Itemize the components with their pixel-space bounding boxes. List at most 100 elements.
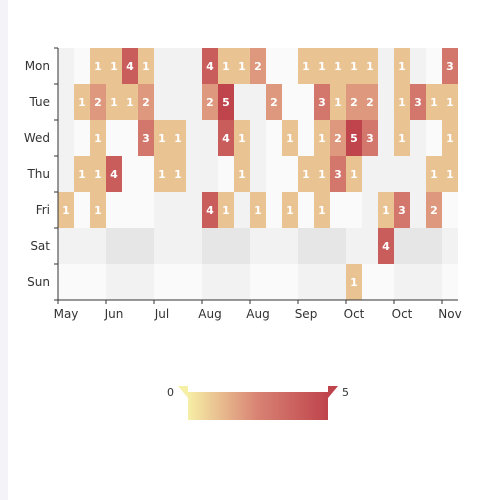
cell-value-label: 4 — [110, 168, 118, 181]
cell-value-label: 1 — [110, 96, 118, 109]
cell-value-label: 1 — [318, 168, 326, 181]
calendar-day-bg — [106, 228, 122, 264]
calendar-day-bg — [298, 228, 314, 264]
calendar-day-bg — [106, 120, 122, 156]
calendar-day-bg — [266, 192, 282, 228]
heatmap-cell — [362, 84, 378, 120]
cell-value-label: 2 — [334, 132, 342, 145]
calendar-day-bg — [234, 192, 250, 228]
calendar-day-bg — [442, 264, 458, 300]
calendar-day-bg — [314, 264, 330, 300]
calendar-day-bg — [122, 192, 138, 228]
calendar-day-bg — [442, 228, 458, 264]
calendar-day-bg — [362, 264, 378, 300]
heatmap-cell — [394, 120, 410, 156]
month-label: Nov — [438, 307, 461, 321]
heatmap-cell — [218, 120, 234, 156]
visual-map-max-handle-icon[interactable] — [328, 386, 338, 398]
cell-value-label: 2 — [142, 96, 150, 109]
cell-value-label: 1 — [254, 204, 262, 217]
calendar-day-bg — [186, 48, 202, 84]
cell-value-label: 2 — [254, 60, 262, 73]
heatmap-cell — [154, 156, 170, 192]
calendar-day-bg — [362, 156, 378, 192]
heatmap-cell — [202, 192, 218, 228]
heatmap-cell — [90, 48, 106, 84]
day-label: Mon — [25, 59, 50, 73]
calendar-day-bg — [202, 120, 218, 156]
heatmap-cell — [234, 48, 250, 84]
heatmap-cell — [378, 228, 394, 264]
calendar-day-bg — [138, 264, 154, 300]
heatmap-cell — [250, 48, 266, 84]
heatmap-cell — [314, 48, 330, 84]
cell-value-label: 1 — [110, 60, 118, 73]
calendar-day-bg — [218, 264, 234, 300]
day-label: Wed — [24, 131, 50, 145]
heatmap-cell — [330, 84, 346, 120]
calendar-day-bg — [90, 264, 106, 300]
cell-value-label: 1 — [62, 204, 70, 217]
cell-value-label: 1 — [238, 168, 246, 181]
calendar-day-bg — [442, 192, 458, 228]
heatmap-cell — [202, 84, 218, 120]
calendar-day-bg — [410, 156, 426, 192]
heatmap-cell — [362, 120, 378, 156]
visual-map-min-handle-icon[interactable] — [178, 386, 188, 398]
cell-value-label: 1 — [318, 60, 326, 73]
cell-value-label: 1 — [398, 60, 406, 73]
cell-value-label: 1 — [222, 60, 230, 73]
month-label: Oct — [392, 307, 413, 321]
cell-value-label: 1 — [126, 96, 134, 109]
calendar-day-bg — [410, 228, 426, 264]
calendar-day-bg — [250, 120, 266, 156]
heatmap-cell — [426, 192, 442, 228]
heatmap-cell — [74, 156, 90, 192]
heatmap-cell — [90, 120, 106, 156]
cell-value-label: 1 — [350, 168, 358, 181]
calendar-heatmap: 1 1 4 1 4 1 1 2 1 1 1 1 1 1 31 2 1 1 2 2 5 2 3 1 2 2 1 3 1 11 3 1 1 4 1 1 1 2… — [24, 47, 462, 420]
calendar-day-bg — [282, 156, 298, 192]
cell-value-label: 1 — [222, 204, 230, 217]
calendar-day-bg — [314, 228, 330, 264]
cell-value-label: 1 — [350, 276, 358, 289]
calendar-day-bg — [362, 228, 378, 264]
calendar-day-bg — [426, 120, 442, 156]
calendar-day-bg — [186, 192, 202, 228]
cell-value-label: 1 — [366, 60, 374, 73]
calendar-day-bg — [154, 84, 170, 120]
cell-value-label: 2 — [94, 96, 102, 109]
calendar-day-bg — [410, 192, 426, 228]
cell-value-label: 1 — [398, 96, 406, 109]
cell-value-label: 1 — [302, 168, 310, 181]
calendar-day-bg — [154, 228, 170, 264]
calendar-day-bg — [282, 48, 298, 84]
calendar-day-bg — [74, 48, 90, 84]
heatmap-cell — [330, 120, 346, 156]
heatmap-cell — [90, 192, 106, 228]
cell-value-label: 1 — [334, 60, 342, 73]
heatmap-cell — [314, 192, 330, 228]
calendar-day-bg — [410, 48, 426, 84]
cell-value-label: 1 — [318, 204, 326, 217]
heatmap-cell — [154, 120, 170, 156]
calendar-day-bg — [234, 228, 250, 264]
heatmap-cell — [218, 48, 234, 84]
cell-value-label: 1 — [238, 132, 246, 145]
calendar-day-bg — [74, 228, 90, 264]
cell-value-label: 1 — [446, 96, 454, 109]
calendar-day-bg — [202, 156, 218, 192]
calendar-day-bg — [410, 264, 426, 300]
cell-value-label: 1 — [174, 132, 182, 145]
heatmap-cell — [378, 192, 394, 228]
cell-value-label: 4 — [206, 204, 214, 217]
cell-value-label: 1 — [318, 132, 326, 145]
axes — [54, 47, 458, 304]
day-label: Fri — [36, 203, 50, 217]
calendar-day-bg — [426, 264, 442, 300]
cell-value-label: 2 — [430, 204, 438, 217]
calendar-day-bg — [250, 156, 266, 192]
heatmap-cell — [282, 192, 298, 228]
calendar-day-bg — [138, 192, 154, 228]
